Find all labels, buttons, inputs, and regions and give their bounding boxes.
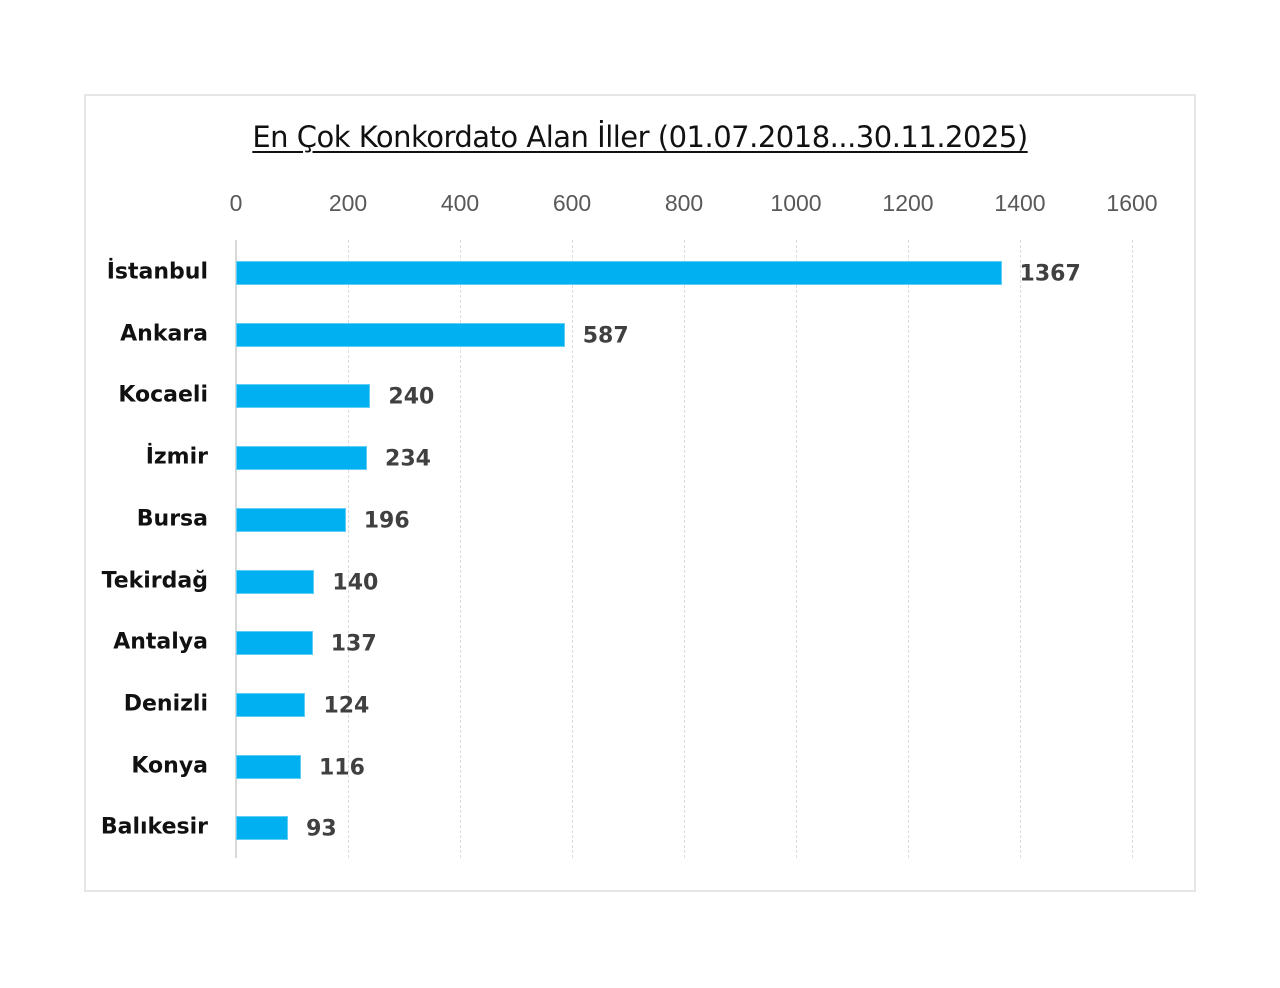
x-tick-label: 200 [328,190,368,216]
data-label: 116 [318,755,365,781]
data-label: 1367 [1019,261,1081,287]
bar [236,631,313,656]
bar [236,569,315,594]
data-label: 124 [323,693,370,719]
x-tick-label: 400 [440,190,480,216]
category-label: Balıkesir [100,814,208,840]
category-label: Tekirdağ [101,568,208,593]
x-tick-label: 1400 [994,190,1046,216]
data-label: 140 [332,570,379,595]
x-tick-label: 1600 [1106,190,1158,216]
x-tick-label: 0 [229,190,243,216]
gridline [1020,240,1021,858]
data-label: 240 [388,384,435,410]
gridline [684,240,685,858]
gridline [460,240,461,858]
data-label: 234 [385,446,431,472]
bar [236,507,346,532]
gridline [348,240,349,858]
category-label: İzmir [145,444,208,470]
bar [236,692,306,717]
bar [236,384,371,409]
gridline [908,240,909,858]
bar [236,816,289,841]
category-label: Kocaeli [118,382,208,408]
bar [236,446,368,471]
category-label: Ankara [120,321,208,347]
bar [236,322,565,347]
bar [236,754,301,779]
data-label: 93 [306,816,337,842]
gridline [1132,240,1133,858]
category-label: Antalya [113,629,208,655]
chart-title-text: En Çok Konkordato Alan İller (01.07.2018… [252,120,1028,154]
gridline [796,240,797,858]
gridline [572,240,573,858]
x-tick-label: 1000 [770,190,822,216]
x-tick-label: 1200 [882,190,934,216]
y-axis-line [235,240,237,858]
category-label: Denizli [123,691,208,717]
category-label: Bursa [136,506,208,532]
data-label: 587 [582,323,629,349]
bar [236,261,1002,285]
data-label: 196 [363,508,410,534]
data-label: 137 [330,631,377,657]
category-label: Konya [131,753,208,779]
x-tick-label: 800 [664,190,704,216]
x-tick-label: 600 [552,190,592,216]
chart-title: En Çok Konkordato Alan İller (01.07.2018… [0,120,1280,154]
category-label: İstanbul [106,259,208,285]
